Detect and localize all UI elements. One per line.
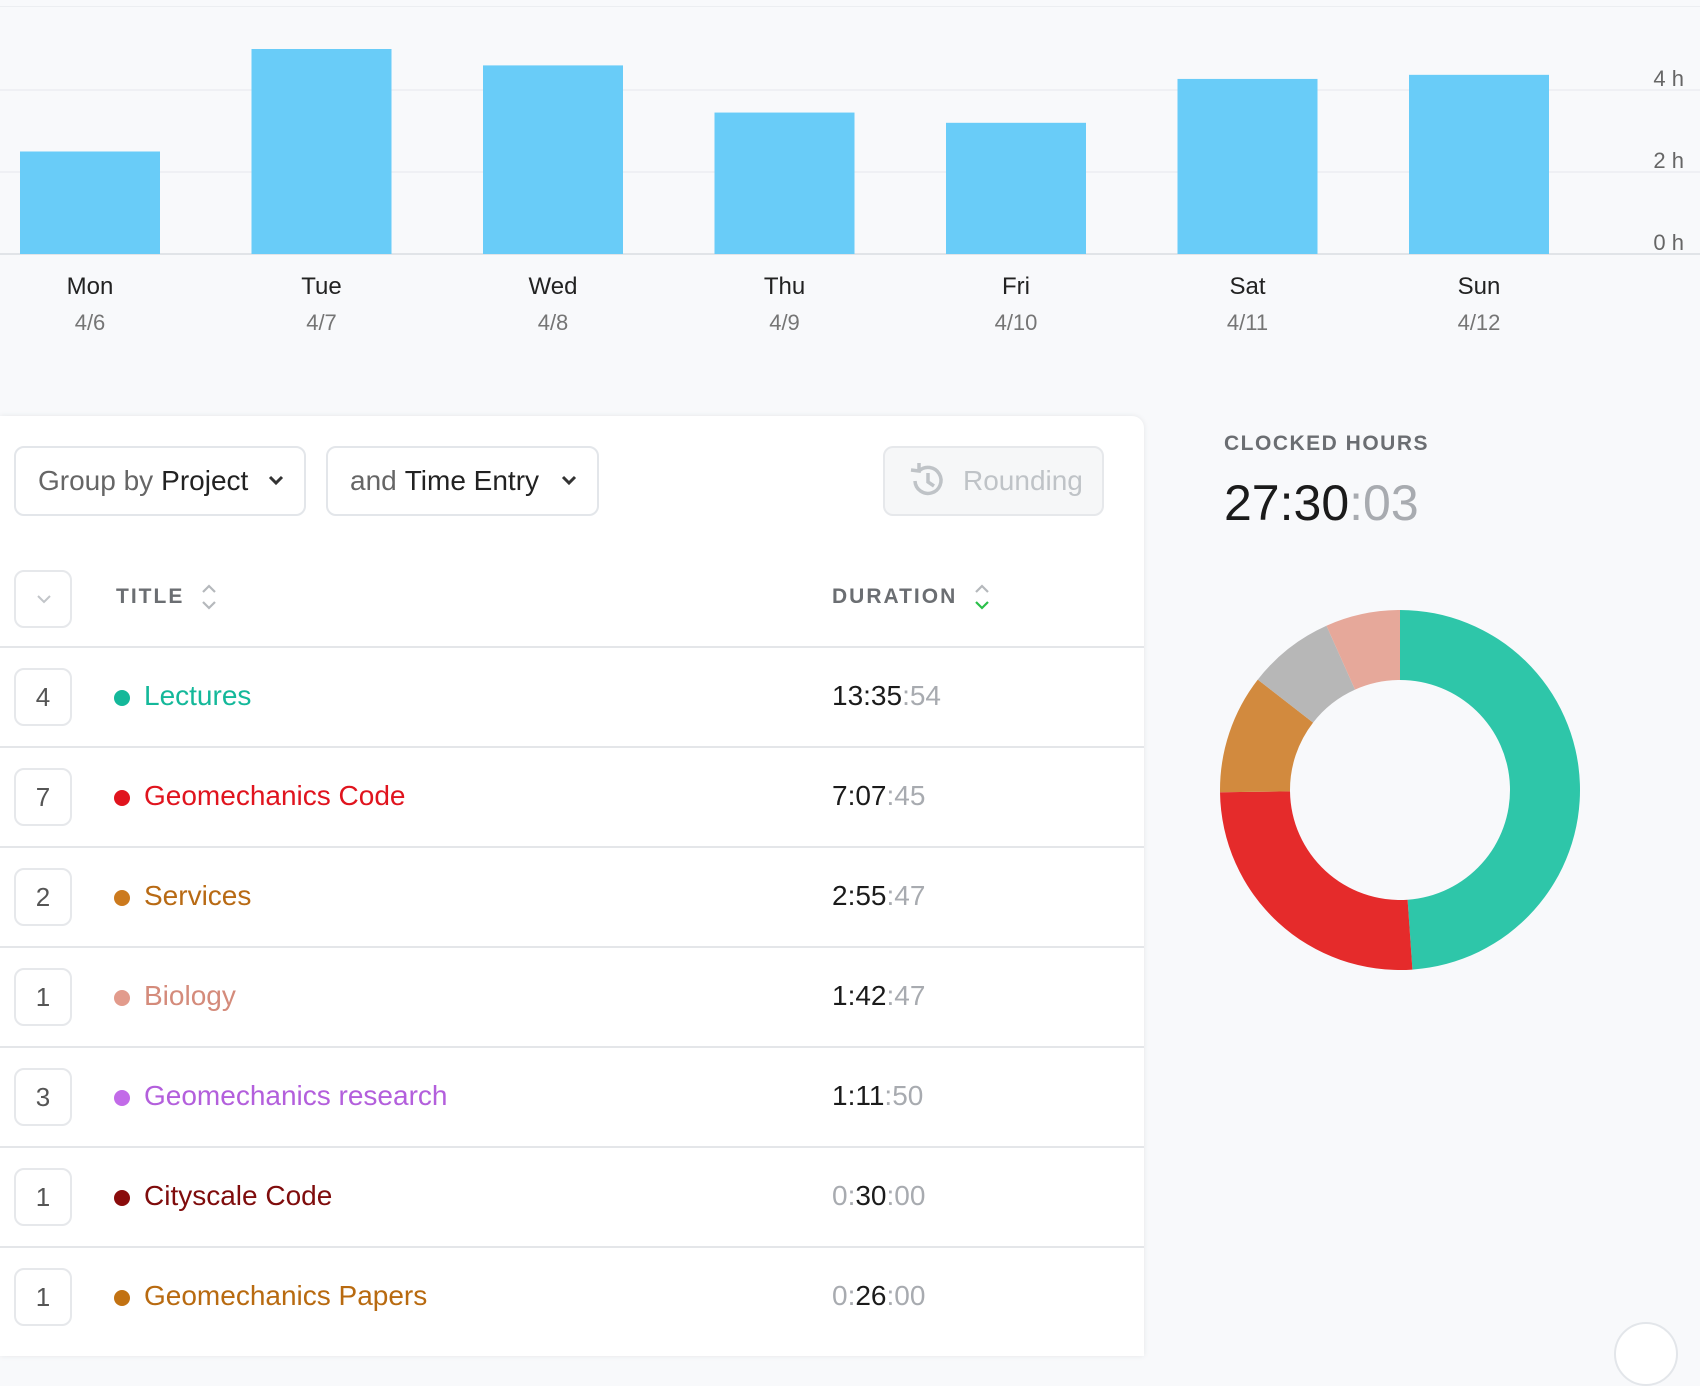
floating-action-button[interactable] bbox=[1614, 1322, 1678, 1386]
daily-hours-bar-chart: 0 h 2 h 4 h Mon 4/6 Tue 4/7 Wed 4/8 Thu 4/9 Fri 4/10… bbox=[0, 49, 1700, 335]
title-header-label: TITLE bbox=[116, 585, 185, 608]
x-tick-date: 4/6 bbox=[75, 310, 106, 335]
project-name[interactable]: Geomechanics Code bbox=[144, 780, 406, 811]
x-tick-day: Sat bbox=[1229, 273, 1265, 300]
sort-descending-icon bbox=[975, 584, 990, 610]
rounding-button[interactable]: Rounding bbox=[883, 446, 1104, 516]
table-row[interactable]: 3 Geomechanics research 1:11:50 bbox=[0, 1046, 1144, 1146]
report-table-card bbox=[0, 416, 1144, 1356]
group-by-dropdown[interactable]: Group by Project bbox=[14, 446, 306, 516]
donut-slice[interactable] bbox=[1326, 610, 1400, 690]
x-tick-day: Tue bbox=[301, 273, 341, 300]
donut-slice[interactable] bbox=[1220, 791, 1413, 970]
history-icon bbox=[910, 463, 943, 496]
bar-tue[interactable] bbox=[251, 49, 392, 254]
project-color-dot bbox=[114, 1290, 130, 1306]
x-tick-date: 4/9 bbox=[769, 310, 800, 335]
entry-count-toggle[interactable]: 4 bbox=[14, 668, 72, 726]
top-divider bbox=[0, 6, 1700, 7]
clocked-hours-value: 27:30:03 bbox=[1224, 475, 1419, 531]
group-by-prefix: Group by bbox=[38, 465, 154, 496]
donut-slice[interactable] bbox=[1400, 610, 1580, 970]
entry-count-toggle[interactable]: 2 bbox=[14, 868, 72, 926]
x-tick-day: Mon bbox=[67, 273, 114, 300]
duration-value: 13:35:54 bbox=[832, 680, 942, 711]
x-tick-day: Sun bbox=[1458, 273, 1501, 300]
duration-header-label: DURATION bbox=[832, 585, 958, 608]
entry-count-toggle[interactable]: 3 bbox=[14, 1068, 72, 1126]
duration-column-header[interactable]: DURATION bbox=[832, 582, 991, 612]
entry-count-toggle[interactable]: 1 bbox=[14, 1268, 72, 1326]
x-tick-date: 4/11 bbox=[1227, 310, 1268, 335]
duration-value: 0:30:00 bbox=[832, 1180, 926, 1211]
bar-sat[interactable] bbox=[1177, 78, 1318, 255]
project-name[interactable]: Geomechanics research bbox=[144, 1080, 448, 1111]
bar-mon[interactable] bbox=[20, 151, 160, 255]
entry-count-toggle[interactable]: 7 bbox=[14, 768, 72, 826]
bar-wed[interactable] bbox=[483, 65, 623, 255]
y-tick-label: 2 h bbox=[1653, 148, 1684, 173]
table-row[interactable]: 2 Services 2:55:47 bbox=[0, 846, 1144, 946]
chevron-down-icon bbox=[37, 595, 51, 604]
x-tick-day: Thu bbox=[764, 273, 805, 300]
sort-icon bbox=[202, 584, 217, 610]
donut-slice[interactable] bbox=[1220, 679, 1314, 793]
table-row[interactable]: 1 Geomechanics Papers 0:26:00 bbox=[0, 1246, 1144, 1346]
project-share-donut-chart bbox=[1220, 610, 1580, 970]
duration-value: 0:26:00 bbox=[832, 1280, 926, 1311]
entry-count-toggle[interactable]: 1 bbox=[14, 968, 72, 1026]
duration-value: 7:07:45 bbox=[832, 780, 926, 811]
donut-slice[interactable] bbox=[1257, 625, 1356, 723]
project-color-dot bbox=[114, 990, 130, 1006]
entry-count-toggle[interactable]: 1 bbox=[14, 1168, 72, 1226]
x-tick-date: 4/7 bbox=[306, 310, 337, 335]
duration-value: 1:42:47 bbox=[832, 980, 926, 1011]
subgroup-prefix: and bbox=[350, 465, 397, 496]
project-color-dot bbox=[114, 1090, 130, 1106]
chevron-down-icon bbox=[561, 475, 577, 486]
clocked-hours-label: CLOCKED HOURS bbox=[1224, 432, 1430, 455]
table-row[interactable]: 4 Lectures 13:35:54 bbox=[0, 646, 1144, 746]
table-row[interactable]: 1 Biology 1:42:47 bbox=[0, 946, 1144, 1046]
bar-fri[interactable] bbox=[946, 122, 1086, 254]
project-color-dot bbox=[114, 1190, 130, 1206]
x-tick-date: 4/10 bbox=[995, 310, 1038, 335]
y-tick-label: 0 h bbox=[1653, 230, 1684, 255]
project-color-dot bbox=[114, 690, 130, 706]
subgroup-value: Time Entry bbox=[404, 465, 540, 496]
table-row[interactable]: 7 Geomechanics Code 7:07:45 bbox=[0, 746, 1144, 846]
y-tick-label: 4 h bbox=[1653, 66, 1684, 91]
project-name[interactable]: Services bbox=[144, 880, 252, 911]
rounding-label: Rounding bbox=[963, 465, 1083, 496]
subgroup-dropdown[interactable]: and Time Entry bbox=[326, 446, 599, 516]
bar-sun[interactable] bbox=[1409, 74, 1549, 254]
project-name[interactable]: Biology bbox=[144, 980, 236, 1011]
project-name[interactable]: Geomechanics Papers bbox=[144, 1280, 428, 1311]
duration-value: 2:55:47 bbox=[832, 880, 926, 911]
x-tick-day: Fri bbox=[1002, 273, 1030, 300]
project-color-dot bbox=[114, 890, 130, 906]
project-color-dot bbox=[114, 790, 130, 806]
bar-thu[interactable] bbox=[714, 112, 855, 254]
expand-all-toggle[interactable] bbox=[14, 570, 72, 628]
project-name[interactable]: Cityscale Code bbox=[144, 1180, 333, 1211]
project-name[interactable]: Lectures bbox=[144, 680, 252, 711]
chevron-down-icon bbox=[268, 475, 284, 486]
title-column-header[interactable]: TITLE bbox=[116, 582, 218, 612]
x-tick-day: Wed bbox=[529, 273, 578, 300]
group-by-value: Project bbox=[161, 465, 249, 496]
duration-value: 1:11:50 bbox=[832, 1080, 924, 1111]
x-tick-date: 4/8 bbox=[538, 310, 569, 335]
table-row[interactable]: 1 Cityscale Code 0:30:00 bbox=[0, 1146, 1144, 1246]
x-tick-date: 4/12 bbox=[1458, 310, 1501, 335]
project-rows: 4 Lectures 13:35:54 7 Geomechanics Code … bbox=[0, 646, 1144, 1346]
